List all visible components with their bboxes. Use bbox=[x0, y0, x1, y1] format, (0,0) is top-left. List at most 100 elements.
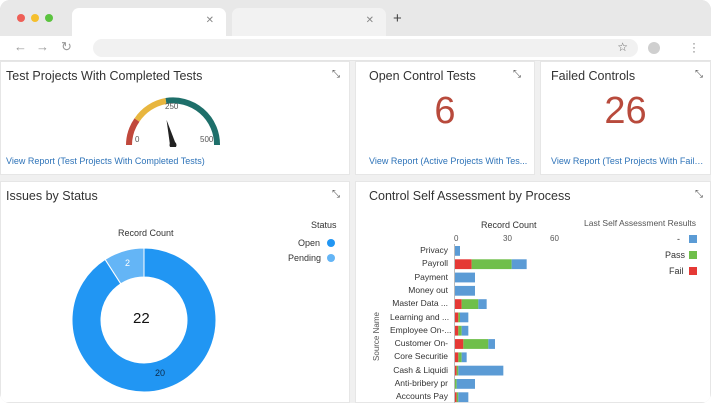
bar-none[interactable] bbox=[455, 285, 475, 296]
bar-none[interactable] bbox=[455, 272, 475, 283]
forward-arrow-icon[interactable]: → bbox=[36, 39, 49, 54]
bar-pass[interactable] bbox=[458, 325, 462, 336]
view-report-link[interactable]: View Report (Test Projects With Complete… bbox=[6, 156, 205, 166]
legend-label-pass: Pass bbox=[665, 250, 686, 260]
expand-icon[interactable]: ⤡ bbox=[695, 69, 703, 80]
bar-fail[interactable] bbox=[455, 339, 464, 349]
bar-none[interactable] bbox=[478, 299, 487, 309]
expand-icon[interactable]: ⤡ bbox=[513, 69, 521, 80]
failed-controls-card: Failed Controls ⤡ 26 View Report (Test P… bbox=[540, 61, 711, 175]
bar-none[interactable] bbox=[458, 365, 504, 376]
bar-none[interactable] bbox=[455, 246, 460, 256]
bar-fail[interactable] bbox=[455, 325, 459, 336]
gauge-hub bbox=[169, 141, 177, 147]
y-category-label: Employee On-... bbox=[390, 324, 452, 335]
bar-pass[interactable] bbox=[456, 392, 459, 403]
bar-pass[interactable] bbox=[461, 299, 479, 309]
dashboard: Test Projects With Completed Tests ⤡ 0 2… bbox=[0, 61, 711, 403]
minimize-window-button[interactable] bbox=[31, 14, 39, 22]
address-bar[interactable]: ☆ bbox=[93, 39, 638, 57]
donut-chart bbox=[71, 247, 217, 393]
bar-chart bbox=[454, 244, 527, 403]
y-category-label: Money out bbox=[408, 284, 448, 295]
view-report-link[interactable]: View Report (Active Projects With Tes... bbox=[369, 156, 528, 166]
gauge-mid-arc bbox=[134, 98, 167, 122]
gauge-max-label: 500 bbox=[200, 135, 214, 144]
bar-none[interactable] bbox=[458, 392, 469, 403]
browser-tab-active[interactable]: ✕ bbox=[72, 8, 226, 36]
donut-segment-open[interactable] bbox=[71, 247, 217, 393]
open-tests-value: 6 bbox=[434, 90, 456, 132]
gauge-high-arc bbox=[165, 97, 221, 146]
card-title: Issues by Status bbox=[6, 189, 98, 203]
card-title: Control Self Assessment by Process bbox=[369, 189, 571, 203]
legend-dot-pending bbox=[327, 254, 335, 262]
gauge-chart bbox=[126, 97, 221, 147]
expand-icon[interactable]: ⤡ bbox=[695, 189, 703, 200]
legend-label-none: - bbox=[677, 234, 680, 244]
expand-icon[interactable]: ⤡ bbox=[332, 189, 340, 200]
bar-none[interactable] bbox=[511, 259, 527, 270]
legend-swatch-none bbox=[689, 235, 697, 243]
y-category-label: Learning and ... bbox=[390, 311, 450, 322]
gauge-mid-label: 250 bbox=[165, 102, 179, 111]
profile-avatar-icon[interactable] bbox=[648, 42, 660, 54]
y-category-label: Core Securitie bbox=[394, 351, 448, 362]
bar-none[interactable] bbox=[461, 352, 467, 363]
close-tab-icon[interactable]: ✕ bbox=[365, 15, 374, 26]
x-tick-label: 0 bbox=[454, 234, 459, 243]
bar-fail[interactable] bbox=[455, 312, 459, 323]
x-tick-label: 30 bbox=[503, 234, 512, 243]
kebab-menu-icon[interactable]: · · · bbox=[692, 36, 696, 58]
bar-pass[interactable] bbox=[458, 312, 460, 323]
bar-none[interactable] bbox=[461, 325, 469, 336]
legend-dot-open bbox=[327, 239, 335, 247]
y-category-label: Payroll bbox=[422, 258, 448, 269]
card-title: Test Projects With Completed Tests bbox=[6, 69, 203, 83]
bar-fail[interactable] bbox=[455, 299, 462, 309]
x-tick-label: 60 bbox=[550, 234, 559, 243]
x-axis-title: Record Count bbox=[481, 220, 537, 230]
expand-icon[interactable]: ⤡ bbox=[332, 69, 340, 80]
bar-none[interactable] bbox=[488, 339, 495, 349]
plus-icon[interactable]: + bbox=[393, 10, 402, 27]
y-category-label: Privacy bbox=[420, 245, 448, 255]
legend-label-fail: Fail bbox=[669, 266, 684, 276]
legend-label-pending: Pending bbox=[288, 253, 322, 263]
close-tab-icon[interactable]: ✕ bbox=[205, 15, 214, 26]
gauge-low-arc bbox=[126, 118, 140, 146]
legend-title: Status bbox=[311, 220, 337, 230]
bar-pass[interactable] bbox=[471, 259, 512, 270]
legend-swatch-fail bbox=[689, 267, 697, 275]
bar-fail[interactable] bbox=[455, 392, 457, 403]
bar-pass[interactable] bbox=[455, 379, 457, 389]
bar-fail[interactable] bbox=[455, 365, 457, 376]
y-category-label: Customer On- bbox=[394, 338, 448, 349]
close-window-button[interactable] bbox=[17, 14, 25, 22]
view-report-link[interactable]: View Report (Test Projects With Faile... bbox=[551, 156, 706, 166]
y-category-label: Anti-bribery pr bbox=[394, 378, 448, 388]
y-category-label: Payment bbox=[414, 271, 448, 282]
star-icon[interactable]: ☆ bbox=[617, 40, 628, 54]
back-arrow-icon[interactable]: ← bbox=[14, 39, 27, 54]
reload-icon[interactable]: ↻ bbox=[61, 39, 72, 54]
bar-pass[interactable] bbox=[458, 352, 462, 363]
donut-label-open: 20 bbox=[155, 368, 166, 378]
completed-tests-card: Test Projects With Completed Tests ⤡ 0 2… bbox=[0, 61, 350, 175]
bar-fail[interactable] bbox=[455, 259, 472, 270]
y-category-label: Master Data ... bbox=[392, 298, 448, 309]
bar-none[interactable] bbox=[460, 312, 469, 323]
y-category-label: Accounts Pay bbox=[396, 391, 448, 402]
y-axis-title: Source Name bbox=[371, 312, 381, 361]
bar-pass[interactable] bbox=[456, 365, 459, 376]
browser-tab[interactable]: ✕ bbox=[232, 8, 386, 36]
bar-pass[interactable] bbox=[463, 339, 489, 349]
maximize-window-button[interactable] bbox=[45, 14, 53, 22]
legend-swatch-pass bbox=[689, 251, 697, 259]
bar-none[interactable] bbox=[456, 379, 475, 389]
donut-total: 22 bbox=[133, 310, 150, 327]
bar-fail[interactable] bbox=[455, 352, 459, 363]
legend-label-open: Open bbox=[298, 238, 321, 248]
failed-controls-value: 26 bbox=[604, 90, 647, 132]
